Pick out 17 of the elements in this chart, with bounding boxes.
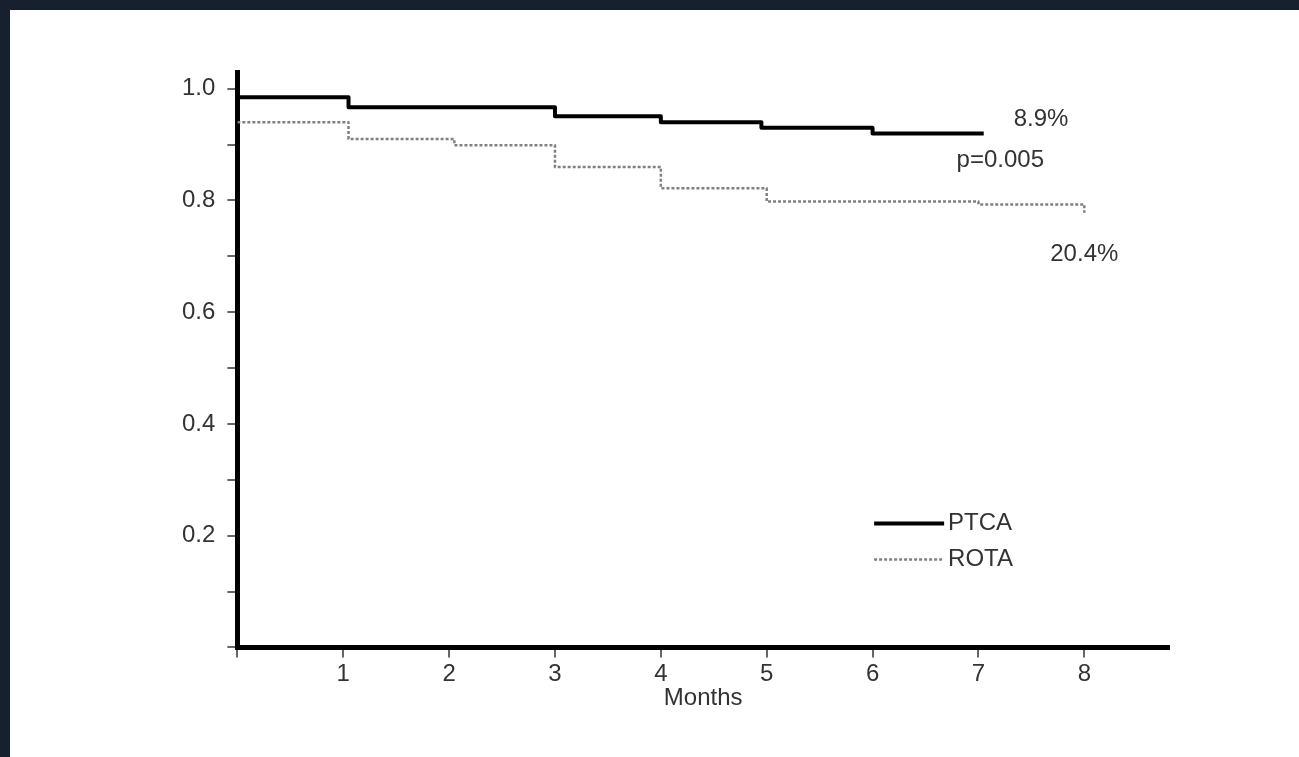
x-tick-label: 6 bbox=[865, 659, 880, 687]
x-tick-label: 5 bbox=[760, 659, 774, 687]
y-tick-label: 0.8 bbox=[181, 185, 216, 213]
y-tick-label: 0.4 bbox=[181, 408, 216, 436]
legend-label: PTCA bbox=[948, 508, 1013, 536]
y-tick-label: 0.6 bbox=[181, 296, 216, 324]
annotation: p=0.005 bbox=[956, 144, 1044, 172]
x-tick-label: 2 bbox=[442, 659, 456, 687]
x-tick-label: 8 bbox=[1077, 659, 1091, 687]
annotation: 8.9% bbox=[1013, 104, 1069, 132]
x-tick-label: 3 bbox=[548, 659, 562, 687]
x-tick-label: 1 bbox=[336, 659, 350, 687]
x-tick-label: 7 bbox=[971, 659, 986, 687]
y-tick-label: 1.0 bbox=[181, 73, 216, 101]
annotation: 20.4% bbox=[1050, 239, 1119, 267]
y-tick-label: 0.2 bbox=[181, 520, 216, 548]
legend-label: ROTA bbox=[948, 544, 1013, 572]
